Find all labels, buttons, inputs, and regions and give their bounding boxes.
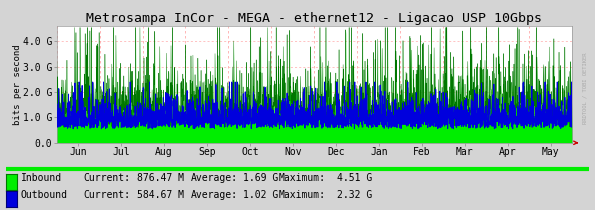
Text: Current:: Current: [83, 190, 130, 200]
Text: 2.32 G: 2.32 G [337, 190, 372, 200]
Text: RRDTOOL / TOBI OETIKER: RRDTOOL / TOBI OETIKER [583, 52, 587, 124]
Text: 584.67 M: 584.67 M [137, 190, 184, 200]
Text: Average:: Average: [190, 173, 237, 183]
Text: Maximum:: Maximum: [278, 173, 325, 183]
Text: Average:: Average: [190, 190, 237, 200]
Text: Inbound: Inbound [21, 173, 62, 183]
Text: Maximum:: Maximum: [278, 190, 325, 200]
Text: 1.69 G: 1.69 G [243, 173, 278, 183]
Text: 876.47 M: 876.47 M [137, 173, 184, 183]
Text: 4.51 G: 4.51 G [337, 173, 372, 183]
Text: Current:: Current: [83, 173, 130, 183]
Title: Metrosampa InCor - MEGA - ethernet12 - Ligacao USP 10Gbps: Metrosampa InCor - MEGA - ethernet12 - L… [86, 12, 543, 25]
Y-axis label: bits per second: bits per second [12, 44, 21, 125]
Text: Outbound: Outbound [21, 190, 68, 200]
Text: 1.02 G: 1.02 G [243, 190, 278, 200]
